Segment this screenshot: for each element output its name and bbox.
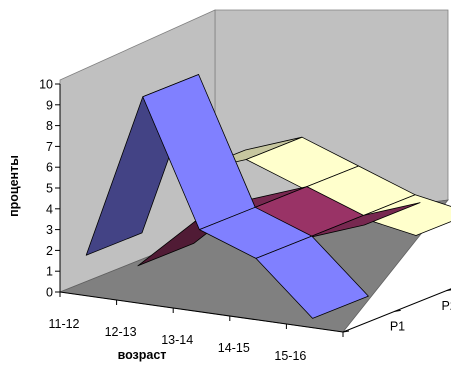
ribbon-segment bbox=[307, 202, 421, 239]
y-tick-label: 5 bbox=[46, 182, 53, 196]
ribbon-segment bbox=[255, 235, 369, 319]
y-tick-label: 6 bbox=[46, 161, 53, 175]
depth-tick-mark bbox=[446, 289, 451, 292]
depth-axis: P1 P2 bbox=[342, 288, 451, 334]
depth-tick-mark bbox=[394, 309, 401, 312]
series-ribbon-1 bbox=[85, 74, 369, 319]
x-tick-label: 12-13 bbox=[105, 325, 137, 339]
x-axis-title: возраст bbox=[118, 348, 167, 362]
depth-tick-label: P2 bbox=[442, 299, 451, 313]
x-tick-label: 13-14 bbox=[161, 333, 193, 347]
x-tick-label: 14-15 bbox=[218, 341, 250, 355]
x-tick-label: 11-12 bbox=[48, 317, 79, 331]
series-layer bbox=[85, 74, 451, 319]
y-tick-label: 2 bbox=[46, 244, 53, 258]
y-tick-label: 3 bbox=[46, 223, 53, 237]
x-tick-label: 15-16 bbox=[274, 349, 306, 363]
y-tick-label: 0 bbox=[46, 286, 53, 300]
x-axis-line bbox=[59, 291, 344, 333]
depth-axis-line bbox=[342, 288, 451, 333]
y-axis: 0 1 2 3 4 5 6 7 8 9 10 bbox=[39, 78, 61, 300]
y-tick-label: 9 bbox=[46, 98, 53, 112]
y-axis-title: проценты bbox=[7, 155, 21, 217]
y-tick-label: 1 bbox=[46, 265, 53, 279]
depth-tick-mark bbox=[342, 330, 350, 333]
ribbon-segment bbox=[358, 194, 451, 236]
depth-tick-label: P1 bbox=[390, 320, 405, 334]
y-tick-label: 7 bbox=[46, 140, 53, 154]
y-tick-label: 8 bbox=[46, 119, 53, 133]
y-tick-label: 4 bbox=[46, 202, 53, 216]
y-tick-label: 10 bbox=[39, 78, 53, 92]
x-axis: 11-12 12-13 13-14 14-15 15-16 bbox=[48, 291, 344, 363]
